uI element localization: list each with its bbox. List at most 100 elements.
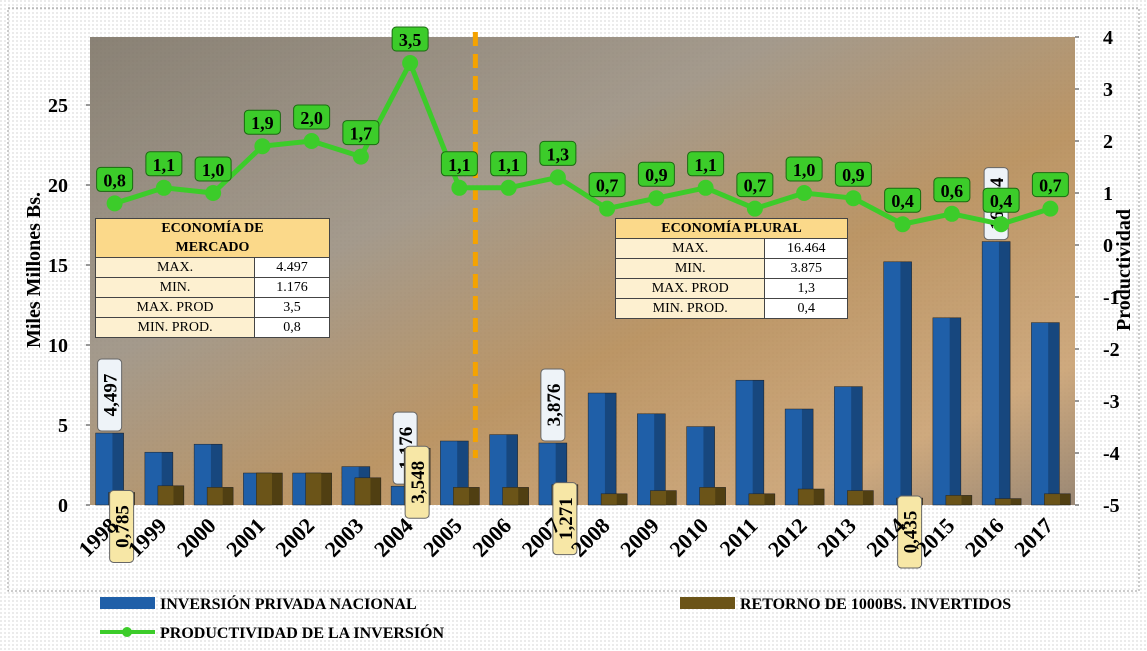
bar-shade: [703, 426, 715, 505]
bar-shade: [813, 489, 825, 505]
bar: [748, 493, 776, 506]
bar-shade: [468, 487, 480, 505]
data-label-group: 1,271: [552, 482, 578, 556]
bar-shade: [161, 452, 173, 505]
line: [113, 57, 1052, 227]
bar-shade: [900, 261, 912, 505]
legend-label: INVERSIÓN PRIVADA NACIONAL: [160, 594, 417, 613]
bar: [847, 490, 874, 506]
bar-shade: [616, 493, 628, 505]
bar-shade: [715, 487, 726, 505]
table-value: 0,4: [764, 298, 848, 319]
info-table: ECONOMÍA PLURAL MAX. 16.464 MIN. 3.875 MAX. P…: [614, 218, 848, 319]
bar: [502, 487, 529, 506]
bar: [587, 392, 617, 506]
bar-shade: [457, 441, 469, 505]
data-label-box: [404, 445, 430, 519]
data-label: 4,497: [101, 373, 122, 416]
data-label-box: [96, 166, 134, 192]
bar: [735, 379, 765, 506]
bar-shade: [518, 487, 529, 505]
data-label-group: 4,497: [97, 358, 123, 432]
data-label-group: 3,548: [404, 445, 430, 519]
y-tick-label: 10: [48, 335, 68, 357]
bar: [1044, 493, 1071, 506]
line-point: [352, 148, 369, 165]
bar-shade: [801, 409, 814, 505]
data-label: 1,1: [694, 155, 717, 175]
data-label-box: [884, 187, 922, 213]
data-label-box: [391, 26, 429, 52]
data-label-box: [687, 151, 725, 177]
data-label: 1,1: [448, 155, 471, 175]
data-label-box: [342, 120, 380, 146]
data-label-box: [540, 368, 566, 442]
y2-tick-label: -1: [1103, 287, 1120, 309]
y2-tick-label: 2: [1103, 131, 1113, 153]
table-value: 3.875: [764, 258, 848, 279]
bar: [650, 490, 677, 506]
line-point: [155, 179, 172, 196]
bar-shade: [654, 413, 666, 505]
y2-tick-label: -2: [1103, 339, 1120, 361]
y2-tick-label: 4: [1103, 27, 1113, 49]
data-label-group: 0,435: [897, 495, 923, 569]
data-label-box: [194, 156, 232, 182]
data-label-box: [637, 161, 675, 187]
line-point: [500, 179, 517, 196]
bar: [945, 495, 973, 506]
bar: [699, 487, 726, 506]
data-label: 2,0: [300, 108, 323, 128]
data-label-box: [490, 151, 528, 177]
line-point: [254, 138, 271, 155]
table-key: MAX. PROD: [614, 278, 766, 299]
bar-shade: [764, 493, 775, 505]
bar: [206, 487, 234, 506]
line-point: [746, 200, 763, 217]
y2-tick-label: 3: [1103, 79, 1113, 101]
table-key: MAX.: [94, 257, 256, 278]
data-label-box: [539, 140, 577, 166]
data-label-box: [897, 495, 923, 569]
data-label-box: [736, 172, 774, 198]
bar-shade: [271, 473, 283, 505]
line-point: [993, 216, 1010, 233]
bar-shade: [1059, 493, 1071, 505]
line-point: [796, 185, 813, 201]
bar-shade: [112, 433, 124, 505]
data-label: 3,876: [544, 384, 565, 427]
table-key: MIN. PROD.: [94, 317, 256, 338]
data-label: 0,785: [113, 505, 134, 548]
bar: [305, 472, 332, 506]
data-label: 0,435: [901, 511, 922, 554]
table-value: 1.176: [254, 277, 330, 298]
y2-tick-label: -3: [1103, 391, 1120, 413]
line-point: [648, 190, 665, 207]
y2-axis-label: Productividad: [1113, 209, 1135, 331]
data-label: 1,0: [202, 160, 225, 180]
table-key: MAX.: [614, 238, 766, 259]
data-label: 0,4: [990, 191, 1013, 211]
data-label-box: [982, 187, 1020, 213]
data-label: 0,7: [1039, 176, 1062, 196]
y-tick-label: 15: [48, 255, 68, 277]
line-point: [845, 190, 862, 207]
bar-shade: [555, 442, 567, 505]
legend-swatch: [680, 597, 735, 609]
bar-shade: [604, 393, 617, 505]
y-tick-label: 0: [58, 495, 68, 517]
y-axis-label: Miles Millones Bs.: [23, 192, 45, 348]
data-label: 0,9: [842, 165, 865, 185]
line-point: [402, 55, 419, 71]
table-value: 3,5: [254, 297, 330, 318]
data-label: 1,9: [251, 113, 274, 133]
data-label-box: [145, 151, 183, 177]
legend-label: PRODUCTIVIDAD DE LA INVERSIÓN: [160, 623, 444, 642]
y-tick-label: 20: [48, 175, 68, 197]
bar: [1031, 322, 1060, 506]
info-table: ECONOMÍA DE MERCADO MAX. 4.497 MIN. 1.176 MAX…: [94, 218, 330, 338]
y2-tick-label: 0: [1103, 235, 1113, 257]
data-label: 1,271: [556, 497, 577, 540]
bar-shade: [210, 444, 223, 505]
